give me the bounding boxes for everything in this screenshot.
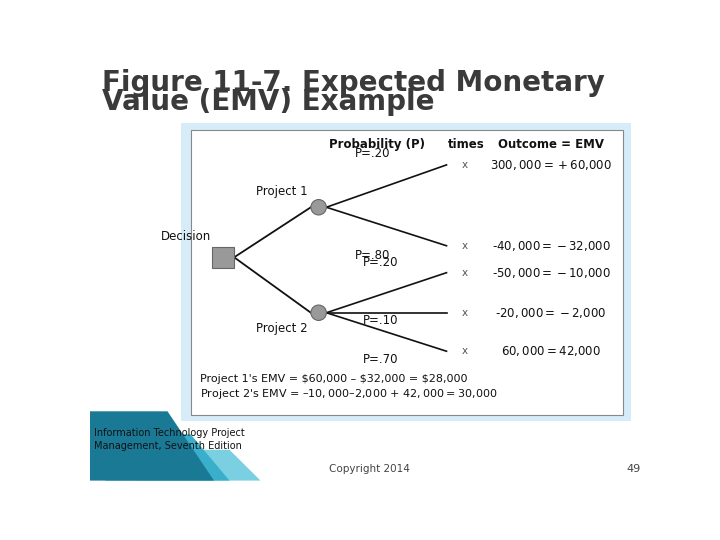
Text: x: x: [462, 308, 468, 318]
Text: Probability (P): Probability (P): [329, 138, 425, 151]
Text: Project 1: Project 1: [256, 185, 307, 198]
Text: x: x: [462, 160, 468, 170]
Text: Value (EMV) Example: Value (EMV) Example: [102, 88, 434, 116]
Text: x: x: [462, 346, 468, 356]
Circle shape: [311, 305, 326, 320]
Text: x: x: [462, 268, 468, 278]
Text: -$20,000 = -$2,000: -$20,000 = -$2,000: [495, 306, 607, 320]
Text: P=.20: P=.20: [355, 147, 391, 160]
Text: times: times: [448, 138, 485, 151]
Text: P=.20: P=.20: [363, 256, 398, 269]
Text: $300,000 = +$60,000: $300,000 = +$60,000: [490, 158, 612, 172]
FancyBboxPatch shape: [181, 123, 631, 421]
Text: Decision: Decision: [161, 231, 211, 244]
Text: Copyright 2014: Copyright 2014: [328, 464, 410, 474]
Text: -$50,000 = -$10,000: -$50,000 = -$10,000: [492, 266, 611, 280]
Text: Project 2: Project 2: [256, 322, 307, 335]
Polygon shape: [137, 450, 261, 481]
Text: Outcome = EMV: Outcome = EMV: [498, 138, 604, 151]
Text: -$40,000 = -$32,000: -$40,000 = -$32,000: [492, 239, 611, 253]
Bar: [212, 247, 234, 268]
Text: P=.70: P=.70: [363, 353, 398, 366]
Text: Project 1's EMV = $60,000 – $32,000 = $28,000: Project 1's EMV = $60,000 – $32,000 = $2…: [200, 374, 467, 384]
Text: P=.10: P=.10: [363, 314, 398, 327]
Text: P=.80: P=.80: [355, 249, 390, 262]
Text: $60,000 = $42,000: $60,000 = $42,000: [501, 344, 601, 358]
Text: Project 2's EMV = –$10,000 – $2,000 + $42,000 = $30,000: Project 2's EMV = –$10,000 – $2,000 + $4…: [200, 387, 498, 401]
Text: Information Technology Project
Management, Seventh Edition: Information Technology Project Managemen…: [94, 428, 245, 451]
Text: x: x: [462, 241, 468, 251]
Polygon shape: [90, 411, 214, 481]
Circle shape: [311, 200, 326, 215]
Text: 49: 49: [626, 464, 640, 474]
Polygon shape: [106, 434, 230, 481]
Text: Figure 11-7. Expected Monetary: Figure 11-7. Expected Monetary: [102, 69, 605, 97]
FancyBboxPatch shape: [191, 130, 624, 415]
